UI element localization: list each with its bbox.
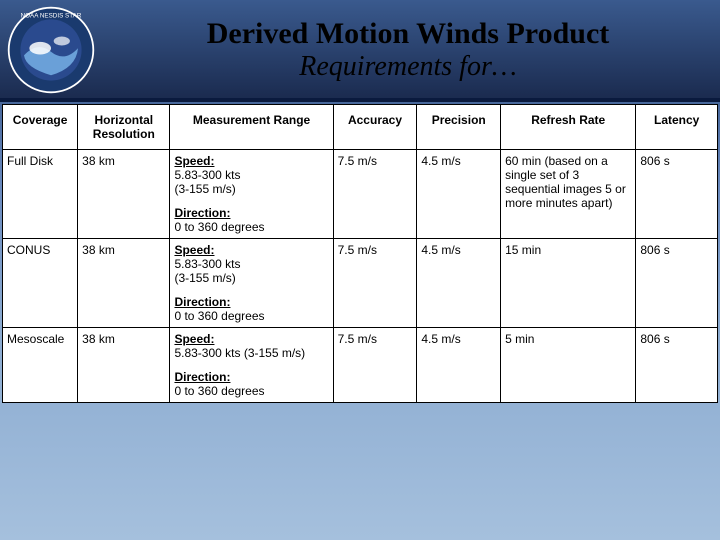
direction-value: 0 to 360 degrees [174,384,328,398]
cell-accuracy: 7.5 m/s [333,328,417,403]
slide-subtitle: Requirements for… [96,51,720,83]
cell-coverage: Full Disk [3,150,78,239]
table-row: Mesoscale 38 km Speed: 5.83-300 kts (3-1… [3,328,718,403]
table-header-row: Coverage Horizontal Resolution Measureme… [3,105,718,150]
table-row: Full Disk 38 km Speed: 5.83-300 kts(3-15… [3,150,718,239]
noaa-logo: NOAA NESDIS STAR [6,5,96,95]
cell-latency: 806 s [636,328,718,403]
cell-precision: 4.5 m/s [417,150,501,239]
cell-hres: 38 km [78,328,170,403]
table-row: CONUS 38 km Speed: 5.83-300 kts(3-155 m/… [3,239,718,328]
direction-value: 0 to 360 degrees [174,309,328,323]
table-body: Full Disk 38 km Speed: 5.83-300 kts(3-15… [3,150,718,403]
cell-hres: 38 km [78,150,170,239]
col-header-refresh: Refresh Rate [501,105,636,150]
slide-title: Derived Motion Winds Product [96,17,720,51]
cell-refresh: 60 min (based on a single set of 3 seque… [501,150,636,239]
cell-coverage: Mesoscale [3,328,78,403]
cell-latency: 806 s [636,239,718,328]
speed-label: Speed: [174,243,328,257]
direction-label: Direction: [174,206,328,220]
cell-precision: 4.5 m/s [417,328,501,403]
title-block: Derived Motion Winds Product Requirement… [96,17,720,83]
speed-label: Speed: [174,154,328,168]
header-underline [0,98,720,102]
col-header-mrange: Measurement Range [170,105,333,150]
cell-accuracy: 7.5 m/s [333,150,417,239]
col-header-latency: Latency [636,105,718,150]
cell-coverage: CONUS [3,239,78,328]
col-header-accuracy: Accuracy [333,105,417,150]
cell-latency: 806 s [636,150,718,239]
col-header-coverage: Coverage [3,105,78,150]
direction-value: 0 to 360 degrees [174,220,328,234]
cell-refresh: 5 min [501,328,636,403]
cell-refresh: 15 min [501,239,636,328]
col-header-precision: Precision [417,105,501,150]
speed-value: 5.83-300 kts(3-155 m/s) [174,168,328,196]
slide-header: NOAA NESDIS STAR Derived Motion Winds Pr… [0,0,720,100]
cell-mrange: Speed: 5.83-300 kts (3-155 m/s) Directio… [170,328,333,403]
speed-label: Speed: [174,332,328,346]
direction-label: Direction: [174,295,328,309]
cell-mrange: Speed: 5.83-300 kts(3-155 m/s) Direction… [170,239,333,328]
cell-hres: 38 km [78,239,170,328]
cell-mrange: Speed: 5.83-300 kts(3-155 m/s) Direction… [170,150,333,239]
svg-text:NOAA NESDIS STAR: NOAA NESDIS STAR [21,13,82,20]
requirements-table: Coverage Horizontal Resolution Measureme… [2,104,718,403]
speed-value: 5.83-300 kts (3-155 m/s) [174,346,328,360]
speed-value: 5.83-300 kts(3-155 m/s) [174,257,328,285]
direction-label: Direction: [174,370,328,384]
col-header-hres: Horizontal Resolution [78,105,170,150]
cell-accuracy: 7.5 m/s [333,239,417,328]
cell-precision: 4.5 m/s [417,239,501,328]
